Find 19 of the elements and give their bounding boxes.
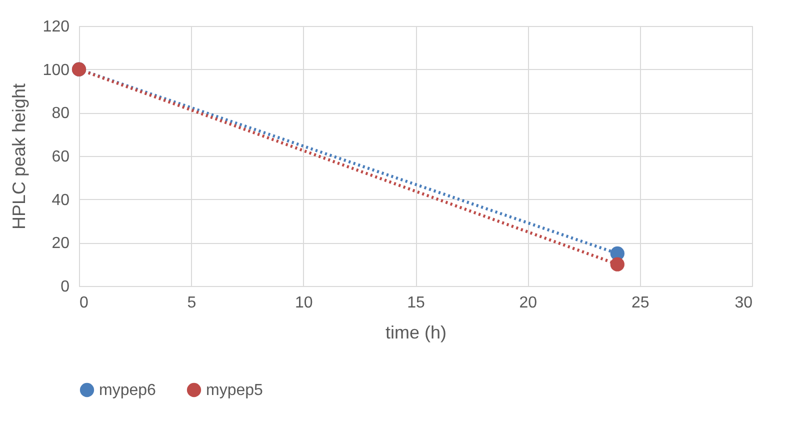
x-tick-label: 25 [631,294,650,312]
x-tick-label: 0 [80,294,88,312]
y-tick-label: 80 [52,105,70,122]
legend-label: mypep6 [99,382,156,399]
x-tick-label: 15 [407,294,425,312]
point [610,257,624,272]
x-tick-label: 20 [519,294,538,312]
x-tick-label: 10 [294,294,313,312]
y-tick-label: 40 [52,192,70,209]
x-tick-label: 30 [734,294,753,312]
y-axis-title: HPLC peak height [8,83,29,230]
x-tick-label: 5 [187,294,196,312]
x-axis-title: time (h) [385,322,447,342]
y-tick-label: 60 [52,148,70,166]
y-tick-label: 0 [60,278,70,296]
y-tick-label: 100 [42,62,70,79]
y-tick-label: 120 [42,18,70,36]
legend-label: mypep5 [206,382,264,399]
y-tick-label: 20 [52,235,70,252]
